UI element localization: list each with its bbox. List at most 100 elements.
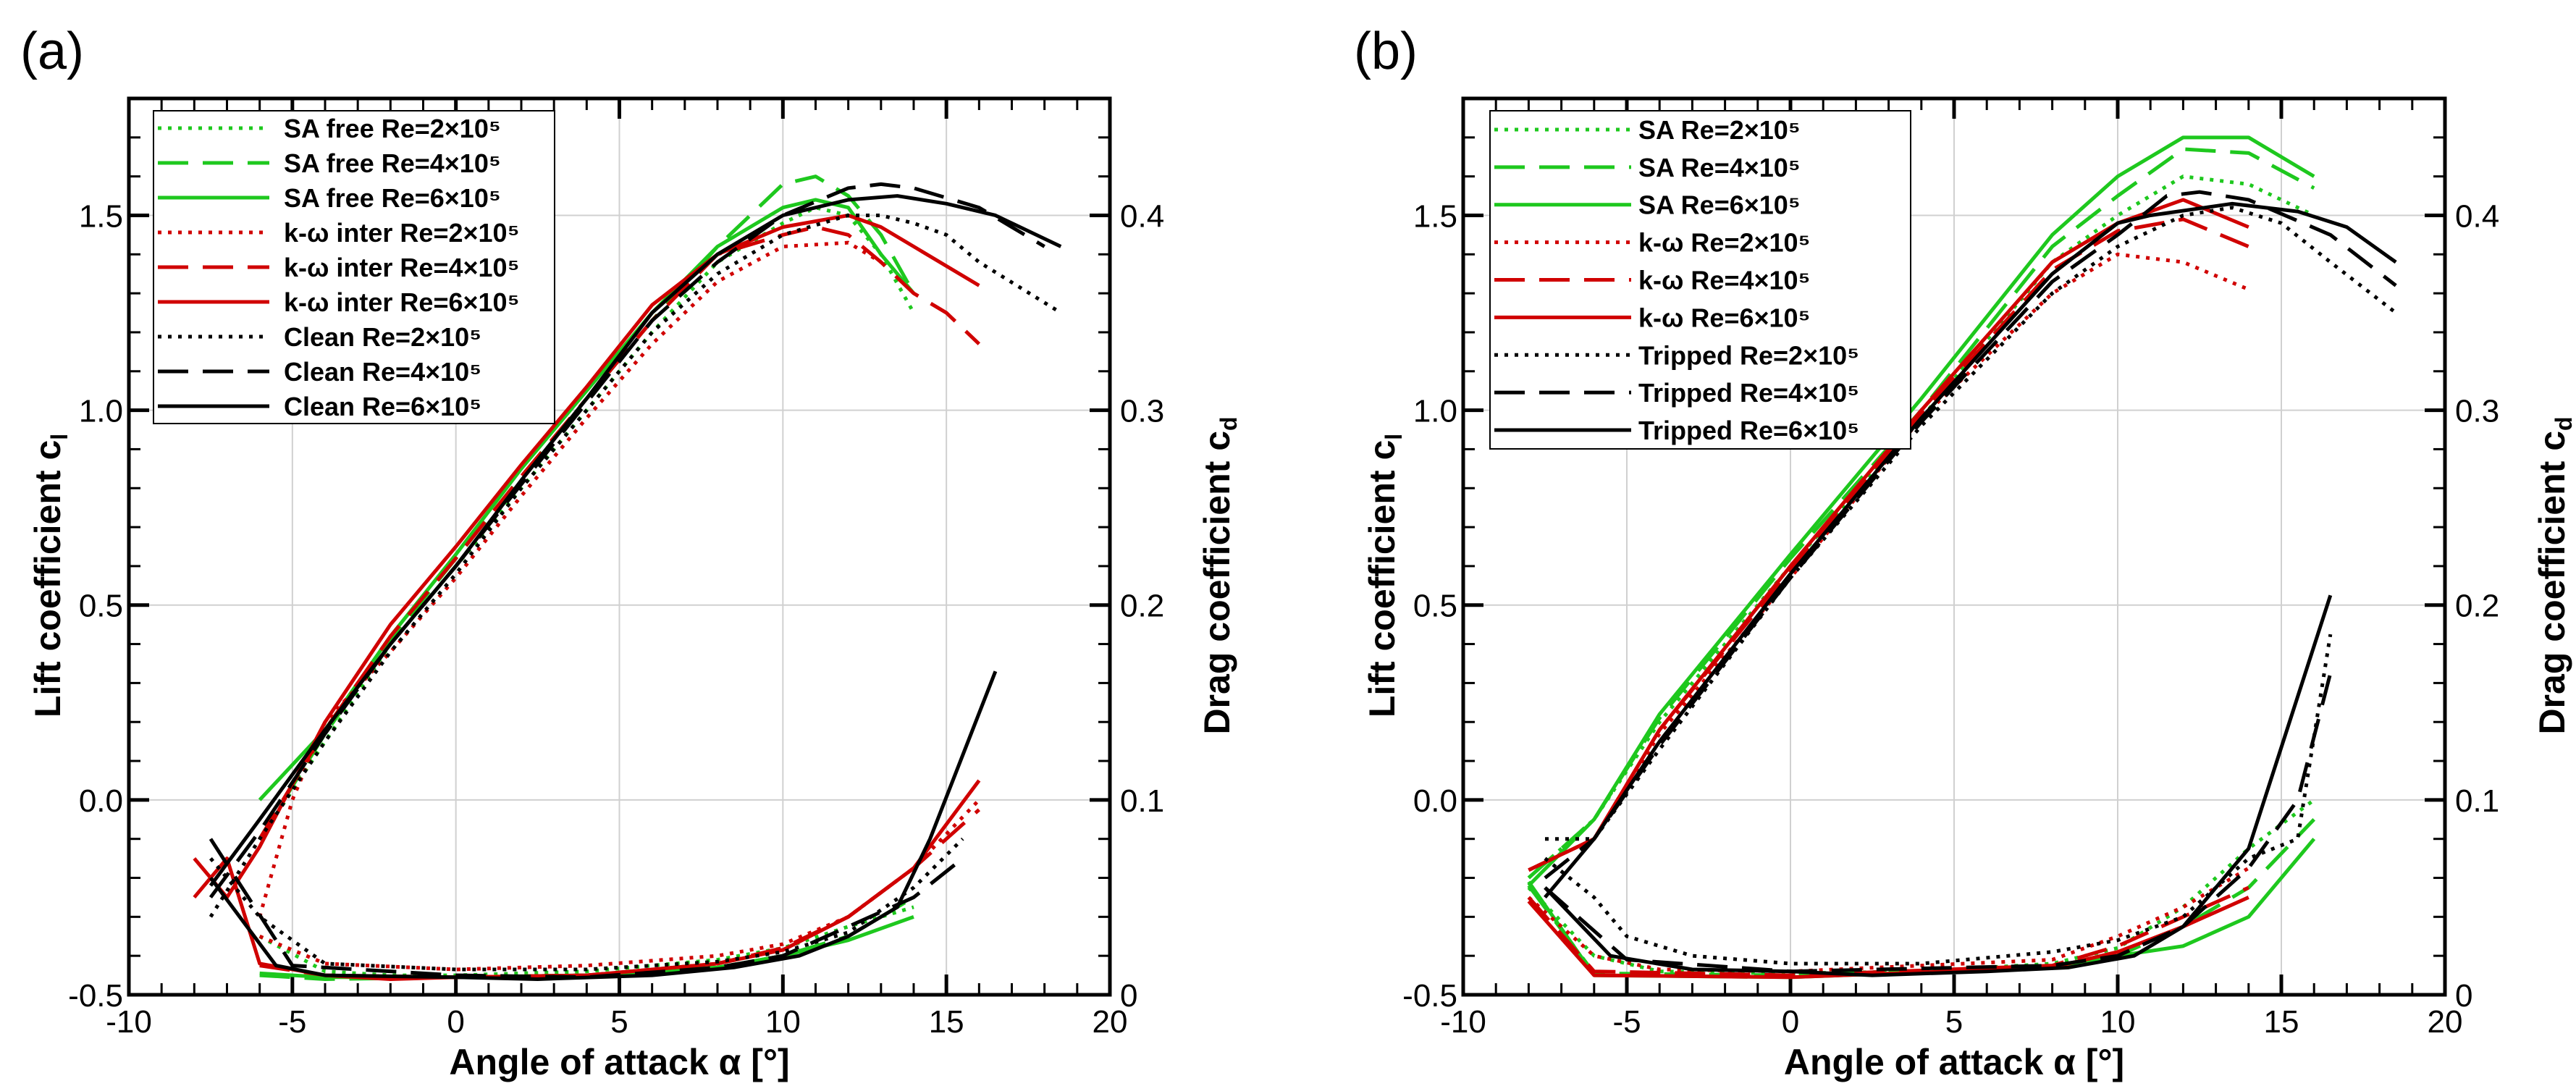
series-lines — [1527, 135, 2397, 980]
y2-tick-label: 0.1 — [1120, 783, 1164, 819]
legend-item: Clean Re=4×10⁵ — [158, 357, 481, 387]
x-tick-label: 20 — [1093, 1004, 1128, 1040]
x-tick-label: -5 — [1612, 1004, 1641, 1040]
legend-label: k-ω Re=4×10⁵ — [1638, 266, 1810, 295]
lift-curve-6 — [1545, 206, 2397, 841]
lift-curve-7 — [1544, 190, 2397, 880]
legend-item: SA free Re=6×10⁵ — [158, 183, 501, 213]
x-tick-label: 15 — [929, 1004, 964, 1040]
drag-curve-2 — [1527, 838, 2316, 980]
legend: SA Re=2×10⁵ SA Re=4×10⁵ SA Re=6×10⁵ k-ω Re=… — [1489, 110, 1911, 450]
legend-label: k-ω Re=6×10⁵ — [1638, 303, 1810, 332]
legend-label: Clean Re=6×10⁵ — [284, 392, 481, 421]
y2-axis-title: Drag coefficient cd — [2532, 416, 2576, 734]
y-tick-label: 0.5 — [79, 589, 123, 624]
y-axis-title: Lift coefficient cl — [1362, 434, 1407, 717]
x-tick-label: 5 — [1945, 1004, 1963, 1040]
legend-label: SA Re=2×10⁵ — [1638, 115, 1801, 145]
drag-curve-7 — [209, 838, 964, 980]
x-tick-label: -10 — [106, 1004, 152, 1040]
y-tick-label: 0.0 — [1413, 783, 1457, 819]
legend-label: Clean Re=2×10⁵ — [284, 322, 481, 352]
drag-curve-4 — [1527, 885, 2249, 977]
legend-item: Clean Re=6×10⁵ — [158, 392, 481, 421]
legend-item: k-ω inter Re=4×10⁵ — [158, 253, 519, 282]
drag-curve-0 — [1527, 798, 2315, 975]
y2-axis-title: Drag coefficient cd — [1197, 416, 1242, 734]
y-tick-label: -0.5 — [1402, 978, 1457, 1014]
panel-label: (b) — [1354, 22, 1418, 80]
y2-tick-label: 0 — [1120, 978, 1137, 1014]
y-tick-label: 0.0 — [79, 783, 123, 819]
y2-tick-label: 0.3 — [1120, 394, 1164, 429]
y2-tick-label: 0.2 — [2455, 589, 2499, 624]
legend-item: k-ω Re=4×10⁵ — [1494, 266, 1810, 295]
drag-curve-8 — [209, 670, 998, 981]
legend-item: Tripped Re=4×10⁵ — [1494, 378, 1859, 408]
y2-tick-label: 0.2 — [1120, 589, 1164, 624]
legend-label: k-ω inter Re=6×10⁵ — [284, 287, 519, 317]
legend-item: Tripped Re=6×10⁵ — [1494, 416, 1859, 445]
legend-label: SA Re=4×10⁵ — [1638, 153, 1801, 182]
legend: SA free Re=2×10⁵ SA free Re=4×10⁵ SA free … — [153, 110, 555, 424]
lift-curve-6 — [209, 213, 1062, 918]
drag-curve-8 — [1544, 594, 2333, 977]
plot-frame — [1461, 96, 2447, 997]
panel-label: (a) — [20, 22, 84, 80]
drag-curve-6 — [209, 837, 964, 972]
y-tick-label: 1.5 — [79, 198, 123, 234]
series-lines — [193, 174, 1062, 981]
legend-item: Clean Re=2×10⁵ — [158, 322, 481, 352]
y2-tick-label: 0.1 — [2455, 783, 2499, 819]
drag-curve-3 — [1527, 866, 2250, 974]
x-tick-label: 10 — [765, 1004, 801, 1040]
legend-label: k-ω inter Re=2×10⁵ — [284, 218, 519, 248]
x-tick-label: 20 — [2428, 1004, 2463, 1040]
x-tick-label: 5 — [610, 1004, 628, 1040]
plot-frame — [127, 96, 1112, 997]
legend-label: SA free Re=6×10⁵ — [284, 183, 501, 213]
legend-label: SA free Re=4×10⁵ — [284, 148, 501, 178]
chart-b: -10 -5 0 5 10 15 20 -0.5 0.0 0.5 1.0 1.5 0 0.1 0.2 0.3 0… — [1354, 22, 2576, 1082]
y-axis-title: Lift coefficient cl — [28, 434, 72, 717]
drag-curve-1 — [1527, 818, 2316, 977]
x-tick-label: 0 — [1782, 1004, 1799, 1040]
legend-item: SA Re=4×10⁵ — [1494, 153, 1801, 182]
y-tick-label: 1.0 — [79, 394, 123, 429]
legend-label: Tripped Re=4×10⁵ — [1638, 378, 1859, 408]
legend-label: SA free Re=2×10⁵ — [284, 114, 501, 143]
legend-label: k-ω Re=2×10⁵ — [1638, 228, 1810, 258]
legend-label: Clean Re=4×10⁵ — [284, 357, 481, 387]
y2-tick-label: 0.4 — [1120, 198, 1164, 234]
legend-item: k-ω Re=6×10⁵ — [1494, 303, 1810, 332]
lift-curve-8 — [1544, 201, 2397, 899]
drag-curve-6 — [1544, 634, 2333, 966]
lift-curve-8 — [209, 194, 1062, 887]
lift-curve-5 — [1528, 198, 2249, 872]
y-tick-label: -0.5 — [68, 978, 123, 1014]
y2-tick-label: 0.4 — [2455, 198, 2499, 234]
x-tick-label: 15 — [2264, 1004, 2299, 1040]
legend-item: SA Re=2×10⁵ — [1494, 115, 1801, 145]
chart-a: -10 -5 0 5 10 15 20 -0.5 0.0 0.5 1.0 1.5 0 0.1 0.2 0.3 0… — [20, 22, 1242, 1082]
legend-item: Tripped Re=2×10⁵ — [1494, 340, 1859, 370]
legend-label: k-ω inter Re=4×10⁵ — [284, 253, 519, 282]
legend-label: SA Re=6×10⁵ — [1638, 190, 1801, 220]
drag-curve-0 — [258, 905, 914, 977]
legend-label: Tripped Re=2×10⁵ — [1638, 340, 1859, 370]
legend-item: SA free Re=2×10⁵ — [158, 114, 501, 143]
y-tick-label: 1.5 — [1413, 198, 1457, 234]
x-axis-title: Angle of attack α [°] — [449, 1042, 789, 1082]
x-tick-label: -5 — [278, 1004, 306, 1040]
y-tick-label: 1.0 — [1413, 394, 1457, 429]
y-tick-label: 0.5 — [1413, 589, 1457, 624]
legend-label: Tripped Re=6×10⁵ — [1638, 416, 1859, 445]
drag-curve-7 — [1544, 673, 2333, 974]
lift-curve-2 — [1527, 135, 2315, 888]
legend-item: k-ω inter Re=2×10⁵ — [158, 218, 519, 248]
x-tick-label: 10 — [2100, 1004, 2136, 1040]
drag-curve-3 — [258, 799, 981, 972]
x-axis-title: Angle of attack α [°] — [1784, 1042, 2124, 1082]
legend-item: SA Re=6×10⁵ — [1494, 190, 1801, 220]
legend-item: k-ω inter Re=6×10⁵ — [158, 287, 519, 317]
